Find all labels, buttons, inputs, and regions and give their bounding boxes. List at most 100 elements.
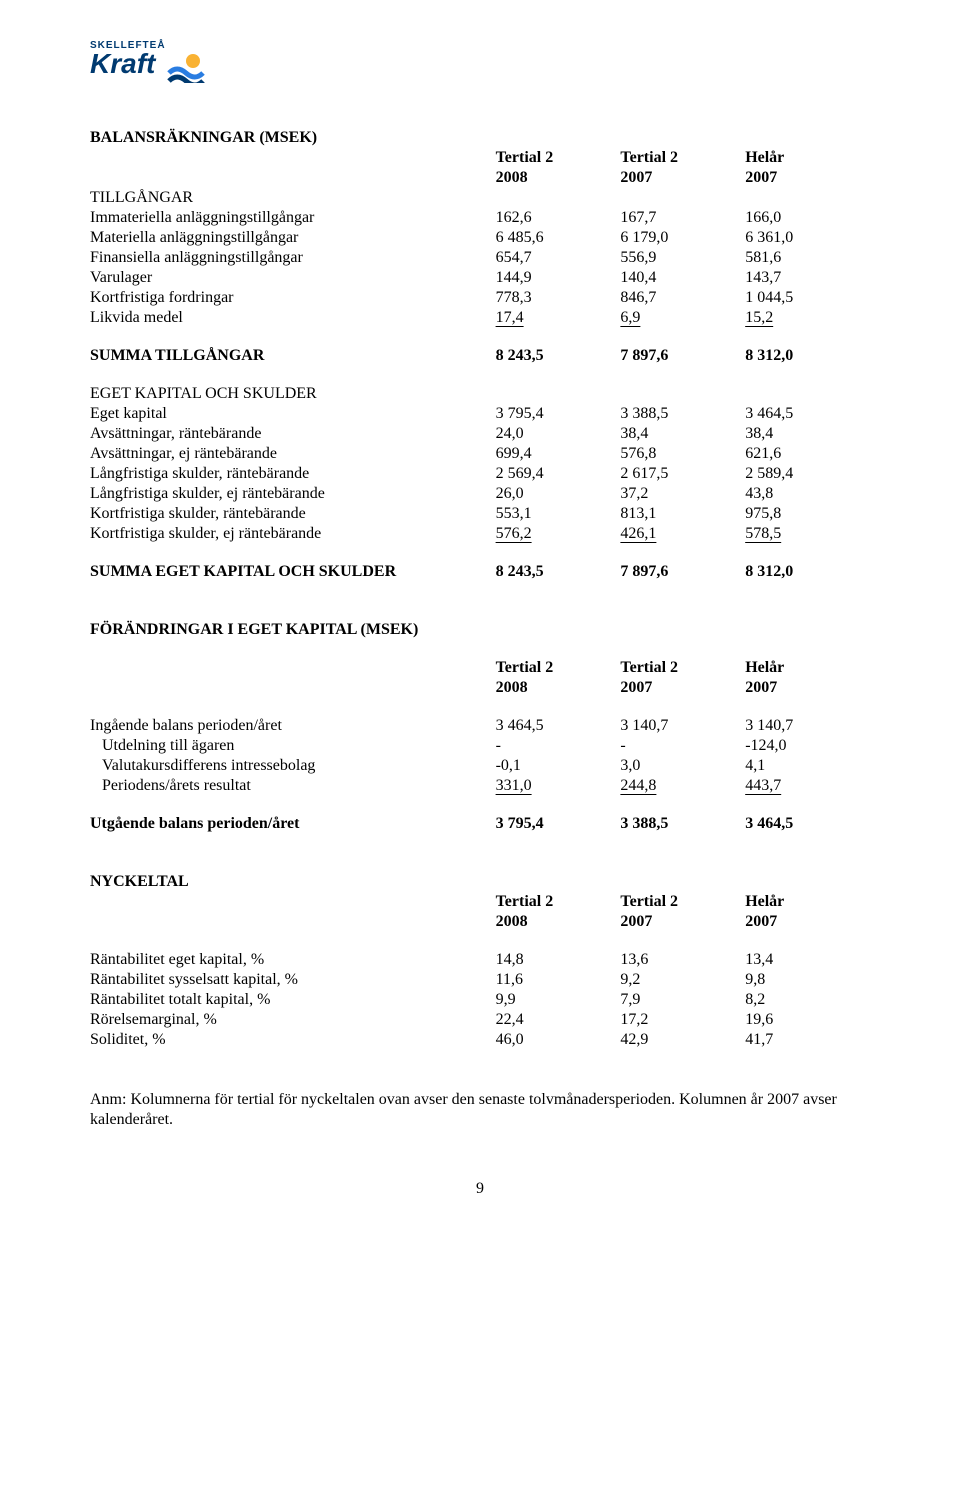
tillgangar-row-a: 17,4 bbox=[496, 308, 621, 328]
eget-kapital-label: EGET KAPITAL OCH SKULDER bbox=[90, 384, 496, 404]
utgaende-a: 3 795,4 bbox=[496, 814, 621, 834]
balans-head-c2: Tertial 2 bbox=[620, 148, 745, 168]
nyckeltal-head-y3: 2007 bbox=[745, 912, 870, 932]
tillgangar-row-label: Materiella anläggningstillgångar bbox=[90, 228, 496, 248]
nyckeltal-row-label: Räntabilitet sysselsatt kapital, % bbox=[90, 970, 496, 990]
sun-water-icon bbox=[165, 51, 207, 88]
ek-row-a: 699,4 bbox=[496, 444, 621, 464]
tillgangar-row-b: 846,7 bbox=[620, 288, 745, 308]
ek-row-c: 43,8 bbox=[745, 484, 870, 504]
tillgangar-row-a: 162,6 bbox=[496, 208, 621, 228]
tillgangar-row-a: 778,3 bbox=[496, 288, 621, 308]
tillgangar-row-a: 144,9 bbox=[496, 268, 621, 288]
forandr-row-a: 331,0 bbox=[496, 776, 621, 796]
nyckeltal-row-b: 9,2 bbox=[620, 970, 745, 990]
ek-row-a: 2 569,4 bbox=[496, 464, 621, 484]
ek-row-label: Långfristiga skulder, räntebärande bbox=[90, 464, 496, 484]
summa-ek-a: 8 243,5 bbox=[496, 562, 621, 582]
page: SKELLEFTEÅ Kraft BALANSRÄKNINGAR (MSEK) … bbox=[0, 0, 960, 1248]
logo: SKELLEFTEÅ Kraft bbox=[90, 40, 870, 88]
ek-row-a: 24,0 bbox=[496, 424, 621, 444]
nyckeltal-row-b: 17,2 bbox=[620, 1010, 745, 1030]
nyckeltal-head-c2: Tertial 2 bbox=[620, 892, 745, 912]
ek-row-label: Avsättningar, räntebärande bbox=[90, 424, 496, 444]
nyckeltal-row-c: 9,8 bbox=[745, 970, 870, 990]
forandr-row-b: 3 140,7 bbox=[620, 716, 745, 736]
ek-row-label: Avsättningar, ej räntebärande bbox=[90, 444, 496, 464]
nyckeltal-row-b: 7,9 bbox=[620, 990, 745, 1010]
tillgangar-row-b: 6 179,0 bbox=[620, 228, 745, 248]
forandr-row-b: 244,8 bbox=[620, 776, 745, 796]
tillgangar-row-b: 167,7 bbox=[620, 208, 745, 228]
forandr-row-a: 3 464,5 bbox=[496, 716, 621, 736]
ek-row-a: 553,1 bbox=[496, 504, 621, 524]
tillgangar-row-label: Finansiella anläggningstillgångar bbox=[90, 248, 496, 268]
ek-row-a: 26,0 bbox=[496, 484, 621, 504]
footnote: Anm: Kolumnerna för tertial för nyckelta… bbox=[90, 1090, 870, 1130]
tillgangar-row-a: 654,7 bbox=[496, 248, 621, 268]
tillgangar-row-label: Likvida medel bbox=[90, 308, 496, 328]
balans-head-c3: Helår bbox=[745, 148, 870, 168]
nyckeltal-row-c: 19,6 bbox=[745, 1010, 870, 1030]
nyckeltal-row-c: 41,7 bbox=[745, 1030, 870, 1050]
forandr-row-label: Ingående balans perioden/året bbox=[90, 716, 496, 736]
forandr-head-y3: 2007 bbox=[745, 678, 870, 698]
nyckeltal-row-label: Rörelsemarginal, % bbox=[90, 1010, 496, 1030]
tillgangar-row-c: 15,2 bbox=[745, 308, 870, 328]
tillgangar-row-label: Varulager bbox=[90, 268, 496, 288]
forandr-head-c3: Helår bbox=[745, 658, 870, 678]
balans-head-y1: 2008 bbox=[496, 168, 621, 188]
tillgangar-row-b: 556,9 bbox=[620, 248, 745, 268]
nyckeltal-row-a: 11,6 bbox=[496, 970, 621, 990]
balans-title: BALANSRÄKNINGAR (MSEK) bbox=[90, 128, 496, 148]
ek-row-b: 813,1 bbox=[620, 504, 745, 524]
ek-row-c: 578,5 bbox=[745, 524, 870, 544]
forandr-row-c: 443,7 bbox=[745, 776, 870, 796]
nyckeltal-row-label: Soliditet, % bbox=[90, 1030, 496, 1050]
key-figures-table: NYCKELTAL Tertial 2 Tertial 2 Helår 2008… bbox=[90, 872, 870, 1050]
forandr-row-b: 3,0 bbox=[620, 756, 745, 776]
ek-row-b: 3 388,5 bbox=[620, 404, 745, 424]
ek-row-b: 2 617,5 bbox=[620, 464, 745, 484]
nyckeltal-row-label: Räntabilitet eget kapital, % bbox=[90, 950, 496, 970]
nyckeltal-head-c3: Helår bbox=[745, 892, 870, 912]
equity-changes-table: FÖRÄNDRINGAR I EGET KAPITAL (MSEK) Terti… bbox=[90, 620, 870, 834]
ek-row-c: 2 589,4 bbox=[745, 464, 870, 484]
forandr-row-c: 3 140,7 bbox=[745, 716, 870, 736]
utgaende-label: Utgående balans perioden/året bbox=[90, 814, 496, 834]
ek-row-label: Eget kapital bbox=[90, 404, 496, 424]
ek-row-c: 975,8 bbox=[745, 504, 870, 524]
summa-ek-c: 8 312,0 bbox=[745, 562, 870, 582]
ek-row-a: 3 795,4 bbox=[496, 404, 621, 424]
forandr-row-b: - bbox=[620, 736, 745, 756]
nyckeltal-head-c1: Tertial 2 bbox=[496, 892, 621, 912]
nyckeltal-row-label: Räntabilitet totalt kapital, % bbox=[90, 990, 496, 1010]
ek-row-a: 576,2 bbox=[496, 524, 621, 544]
nyckeltal-row-c: 13,4 bbox=[745, 950, 870, 970]
ek-row-b: 37,2 bbox=[620, 484, 745, 504]
nyckeltal-row-a: 46,0 bbox=[496, 1030, 621, 1050]
nyckeltal-head-y1: 2008 bbox=[496, 912, 621, 932]
forandr-head-c1: Tertial 2 bbox=[496, 658, 621, 678]
ek-row-c: 3 464,5 bbox=[745, 404, 870, 424]
balans-head-c1: Tertial 2 bbox=[496, 148, 621, 168]
nyckeltal-row-a: 22,4 bbox=[496, 1010, 621, 1030]
summa-tillgangar-b: 7 897,6 bbox=[620, 346, 745, 366]
forandr-head-c2: Tertial 2 bbox=[620, 658, 745, 678]
forandr-head-y1: 2008 bbox=[496, 678, 621, 698]
ek-row-b: 38,4 bbox=[620, 424, 745, 444]
ek-row-c: 621,6 bbox=[745, 444, 870, 464]
ek-row-b: 426,1 bbox=[620, 524, 745, 544]
forandr-row-a: - bbox=[496, 736, 621, 756]
forandr-row-label: Utdelning till ägaren bbox=[90, 736, 496, 756]
forandr-row-label: Periodens/årets resultat bbox=[90, 776, 496, 796]
balans-head-y3: 2007 bbox=[745, 168, 870, 188]
tillgangar-row-a: 6 485,6 bbox=[496, 228, 621, 248]
forandr-row-c: 4,1 bbox=[745, 756, 870, 776]
tillgangar-row-c: 143,7 bbox=[745, 268, 870, 288]
summa-tillgangar-a: 8 243,5 bbox=[496, 346, 621, 366]
nyckeltal-row-a: 9,9 bbox=[496, 990, 621, 1010]
logo-bottom-text: Kraft bbox=[90, 48, 155, 79]
nyckeltal-row-b: 42,9 bbox=[620, 1030, 745, 1050]
summa-ek-b: 7 897,6 bbox=[620, 562, 745, 582]
